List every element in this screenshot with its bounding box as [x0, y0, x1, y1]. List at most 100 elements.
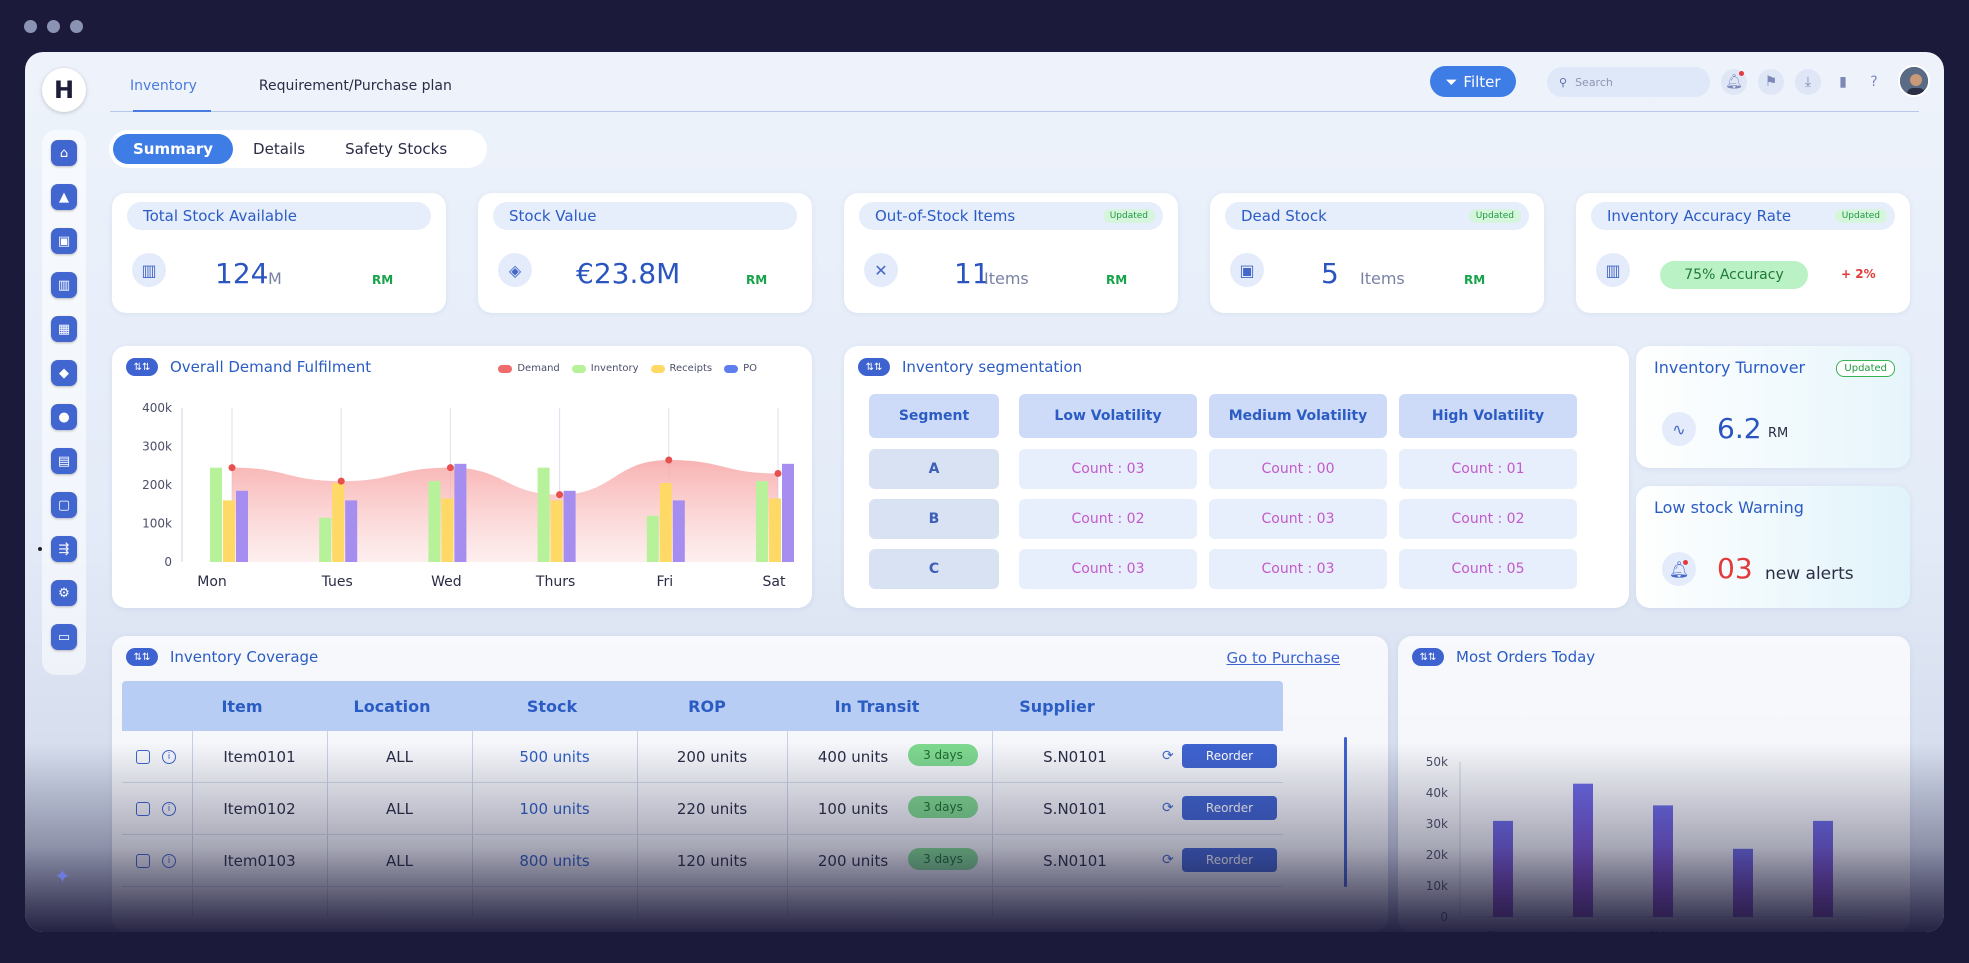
tab-inventory[interactable]: Inventory — [130, 78, 197, 94]
sliders-icon[interactable]: ⇅⇅ — [126, 648, 158, 666]
info-icon[interactable]: i — [162, 750, 176, 764]
bar-inventory[interactable] — [646, 515, 659, 562]
tab-requirement-purchase-plan[interactable]: Requirement/Purchase plan — [258, 78, 452, 94]
kpi-title: Out-of-Stock Items Updated — [859, 202, 1163, 230]
bell-icon[interactable]: 🔔︎ — [1721, 69, 1747, 95]
document-icon[interactable]: ▤ — [51, 448, 77, 474]
tab-safety-stocks[interactable]: Safety Stocks — [345, 140, 448, 158]
turnover-value: 6.2 — [1717, 412, 1762, 445]
bar-po[interactable] — [782, 463, 794, 562]
filter-button[interactable]: ⏷ Filter — [1430, 66, 1516, 97]
tab-summary[interactable]: Summary — [113, 134, 234, 164]
bar-inventory[interactable] — [537, 467, 550, 562]
reorder-button[interactable]: Reorder — [1182, 796, 1277, 820]
bar-receipts[interactable] — [332, 483, 345, 562]
bar-po[interactable] — [345, 500, 358, 562]
filter-icon: ⏷ — [1445, 72, 1458, 91]
bar-receipts[interactable] — [769, 498, 781, 562]
table-row[interactable]: i Item0102 ALL 100 units 220 units 100 units 3… — [122, 783, 1283, 835]
bell-icon: 🔔︎ — [1662, 552, 1696, 586]
kpi-value: €23.8M — [576, 257, 681, 290]
bar-india[interactable] — [1813, 820, 1833, 917]
bar-po[interactable] — [672, 500, 685, 562]
settings-icon[interactable]: ⚙ — [51, 580, 77, 606]
bar-inventory[interactable] — [428, 481, 441, 562]
home-icon[interactable]: ⌂ — [51, 140, 77, 166]
wallet-icon[interactable]: ▭ — [51, 624, 77, 650]
row-checkbox[interactable] — [136, 854, 150, 868]
demand-point[interactable] — [337, 477, 345, 485]
help-icon[interactable]: ? — [1870, 74, 1878, 90]
y-tick-label: 400k — [142, 401, 172, 415]
tag-icon[interactable]: ◆ — [51, 360, 77, 386]
bookmark-icon[interactable]: ⚑ — [1758, 69, 1784, 95]
sliders-icon[interactable]: ⇅⇅ — [126, 358, 158, 376]
bar-po[interactable] — [454, 463, 467, 562]
bar-po[interactable] — [563, 490, 576, 562]
bar-japan[interactable] — [1733, 848, 1753, 917]
table-scrollbar[interactable] — [1344, 737, 1347, 887]
chat-icon[interactable]: ▢ — [51, 492, 77, 518]
bar-inventory[interactable] — [319, 517, 332, 562]
app-logo[interactable]: H — [42, 68, 86, 112]
demand-point[interactable] — [446, 464, 454, 472]
y-tick-label: 20k — [1426, 848, 1448, 862]
piggy-bank-icon[interactable]: ● — [51, 404, 77, 430]
demand-point[interactable] — [228, 464, 236, 472]
search-icon: ⚲ — [1559, 75, 1568, 89]
demand-point[interactable] — [556, 491, 564, 499]
avatar[interactable] — [1898, 65, 1930, 97]
bar-receipts[interactable] — [550, 500, 563, 562]
sliders-icon[interactable]: ⇅⇅ — [858, 358, 890, 376]
reorder-button[interactable]: Reorder — [1182, 744, 1277, 768]
book-icon[interactable]: ▮ — [1839, 74, 1847, 90]
table-row[interactable]: i Item0103 ALL 800 units 120 units 200 units 3… — [122, 835, 1283, 887]
col-supplier: Supplier — [1019, 696, 1095, 716]
refresh-icon[interactable]: ⟳ — [1162, 800, 1174, 816]
info-icon[interactable]: i — [162, 854, 176, 868]
kpi-unit: Items — [1360, 269, 1405, 288]
demand-point[interactable] — [774, 469, 782, 477]
row-checkbox[interactable] — [136, 750, 150, 764]
search-input[interactable]: ⚲ Search — [1547, 67, 1710, 97]
alert-icon[interactable]: ▲ — [51, 184, 77, 210]
bar-receipts[interactable] — [223, 500, 235, 562]
kpi-currency: RM — [372, 273, 394, 287]
refresh-icon[interactable]: ⟳ — [1162, 748, 1174, 764]
bar-albania[interactable] — [1573, 783, 1593, 917]
row-checkbox[interactable] — [136, 802, 150, 816]
demand-point[interactable] — [665, 456, 673, 464]
segmentation-card: ⇅⇅ Inventory segmentation Segment Low Vol… — [844, 346, 1629, 608]
bar-receipts[interactable] — [441, 498, 454, 562]
seg-row-label: B — [869, 499, 999, 539]
info-icon[interactable]: i — [162, 802, 176, 816]
coverage-title: ⇅⇅ Inventory Coverage — [126, 648, 318, 666]
sparkle-icon[interactable]: ✦ — [54, 864, 71, 888]
box-icon[interactable]: ▣ — [51, 228, 77, 254]
bar-inventory[interactable] — [756, 481, 768, 562]
legend-receipts: Receipts — [650, 363, 712, 374]
reorder-button[interactable]: Reorder — [1182, 848, 1277, 872]
seg-header-0: Segment — [869, 394, 999, 438]
updated-badge: Updated — [1836, 360, 1895, 377]
orders-chart: 0 10k 20k 30k 40k 50k Brazil Albania China Japan I… — [1426, 755, 1868, 932]
seg-header-2: Medium Volatility — [1209, 394, 1387, 438]
bar-brazil[interactable] — [1493, 820, 1513, 917]
cell-rop: 200 units — [676, 748, 748, 766]
tab-details[interactable]: Details — [253, 140, 306, 158]
col-location: Location — [353, 696, 431, 716]
bar-inventory[interactable] — [210, 467, 222, 562]
download-icon[interactable]: ⤓ — [1795, 69, 1821, 95]
network-icon[interactable]: ⇶ — [38, 536, 77, 562]
bar-china[interactable] — [1653, 805, 1673, 917]
seg-row-label: A — [869, 449, 999, 489]
table-row[interactable]: i Item0101 ALL 500 units 200 units 400 units 3… — [122, 731, 1283, 783]
chart-legend: Demand Inventory Receipts PO — [498, 363, 757, 374]
bar-receipts[interactable] — [659, 483, 672, 562]
bar-chart-icon[interactable]: ▥ — [51, 272, 77, 298]
refresh-icon[interactable]: ⟳ — [1162, 852, 1174, 868]
go-to-purchase-link[interactable]: Go to Purchase — [1226, 649, 1340, 667]
sliders-icon[interactable]: ⇅⇅ — [1412, 648, 1444, 666]
bar-po[interactable] — [236, 490, 248, 562]
factory-icon[interactable]: ▦ — [51, 316, 77, 342]
